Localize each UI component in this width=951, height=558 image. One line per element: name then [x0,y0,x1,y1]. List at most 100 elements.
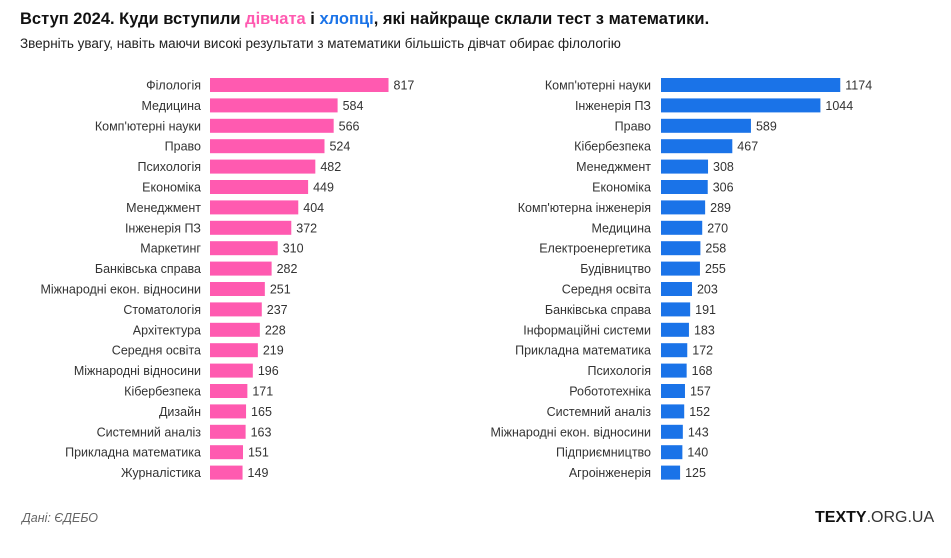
girls-bar [210,384,248,398]
boys-category-label: Право [615,119,651,133]
boys-category-label: Економіка [592,181,651,195]
girls-bar [210,98,338,113]
girls-category-label: Медицина [141,99,201,113]
bar-charts: Філологія 817 Медицина 584 Комп'ютерні науки… [40,78,872,480]
girls-chart: Філологія 817 Медицина 584 Комп'ютерні науки… [40,78,414,480]
girls-value-label: 171 [252,385,273,399]
girls-value-label: 196 [258,364,279,378]
girls-value-label: 219 [263,344,284,358]
boys-category-label: Банківська справа [545,303,651,317]
boys-category-label: Медицина [591,221,651,235]
girls-category-label: Банківська справа [95,262,201,276]
boys-value-label: 1044 [825,99,853,113]
girls-bar [210,241,278,256]
boys-category-label: Середня освіта [562,283,651,297]
boys-bar [661,424,683,439]
girls-bar [210,118,334,133]
girls-category-label: Психологія [138,160,202,174]
girls-value-label: 151 [248,446,269,460]
chart-subtitle: Зверніть увагу, навіть маючи високі резу… [20,36,621,51]
boys-value-label: 589 [756,119,777,133]
boys-bar [661,445,683,460]
boys-category-label: Кібербезпека [574,140,651,154]
boys-category-label: Менеджмент [576,160,651,174]
girls-bar [210,78,389,92]
girls-value-label: 251 [270,283,291,297]
boys-bar [661,180,708,194]
boys-value-label: 308 [713,160,734,174]
boys-value-label: 258 [705,242,726,256]
boys-value-label: 191 [695,303,716,317]
boys-bar [661,78,841,92]
title-suffix: , які найкраще склали тест з математики. [373,10,710,28]
girls-bar [210,159,316,174]
girls-bar [210,445,243,460]
boys-category-label: Психологія [588,364,652,378]
girls-value-label: 372 [296,221,317,235]
girls-bar [210,424,246,439]
boys-bar [661,363,687,378]
girls-category-label: Журналістика [121,466,201,480]
title-boys: хлопці [319,10,374,28]
boys-value-label: 125 [685,466,706,480]
girls-value-label: 584 [343,99,364,113]
girls-category-label: Філологія [146,79,201,93]
girls-bar [210,343,258,358]
girls-bar [210,302,262,317]
boys-value-label: 289 [710,201,731,215]
boys-value-label: 140 [687,446,708,460]
girls-value-label: 282 [277,262,298,276]
girls-value-label: 165 [251,405,272,419]
boys-bar [661,241,701,256]
girls-category-label: Дизайн [159,405,201,419]
boys-category-label: Комп'ютерні науки [545,79,651,93]
boys-value-label: 183 [694,323,715,337]
boys-category-label: Інформаційні системи [523,323,651,337]
girls-bar [210,282,265,296]
boys-value-label: 255 [705,262,726,276]
boys-value-label: 270 [707,221,728,235]
boys-value-label: 143 [688,425,709,439]
girls-bar [210,261,272,276]
boys-bar [661,159,709,174]
boys-bar [661,302,691,317]
girls-value-label: 237 [267,303,288,317]
boys-value-label: 467 [737,140,758,154]
boys-bar [661,139,733,154]
girls-value-label: 817 [394,79,415,93]
girls-category-label: Стоматологія [123,303,201,317]
boys-category-label: Інженерія ПЗ [575,99,651,113]
brand-name: TEXTY [815,509,867,526]
boys-bar [661,118,751,133]
girls-category-label: Системний аналіз [97,425,202,439]
boys-category-label: Будівництво [580,262,651,276]
girls-value-label: 149 [248,466,269,480]
boys-bar [661,282,692,296]
boys-value-label: 1174 [845,79,872,93]
data-source: Дані: ЄДЕБО [22,511,98,525]
boys-bar [661,384,685,398]
girls-value-label: 449 [313,181,334,195]
boys-bar [661,261,700,276]
girls-category-label: Маркетинг [140,242,201,256]
brand-domain: .ORG.UA [866,509,935,526]
title-girls: дівчата [245,10,306,28]
boys-category-label: Міжнародні екон. відносини [490,425,651,439]
girls-bar [210,404,247,419]
girls-category-label: Міжнародні відносини [74,364,201,378]
girls-category-label: Комп'ютерні науки [95,119,201,133]
boys-value-label: 168 [692,364,713,378]
boys-bar [661,465,681,480]
girls-category-label: Право [165,140,201,154]
boys-category-label: Прикладна математика [515,344,651,358]
girls-bar [210,220,292,235]
boys-chart: Комп'ютерні науки 1174 Інженерія ПЗ 1044 Пра… [490,78,872,480]
boys-category-label: Агроінженерія [569,466,651,480]
girls-bar [210,465,243,480]
girls-value-label: 310 [283,242,304,256]
title-prefix: Вступ 2024. Куди вступили [20,10,246,28]
boys-bar [661,404,685,419]
boys-bar [661,322,689,337]
girls-value-label: 482 [320,160,341,174]
brand-logo[interactable]: TEXTY.ORG.UA [815,509,934,527]
